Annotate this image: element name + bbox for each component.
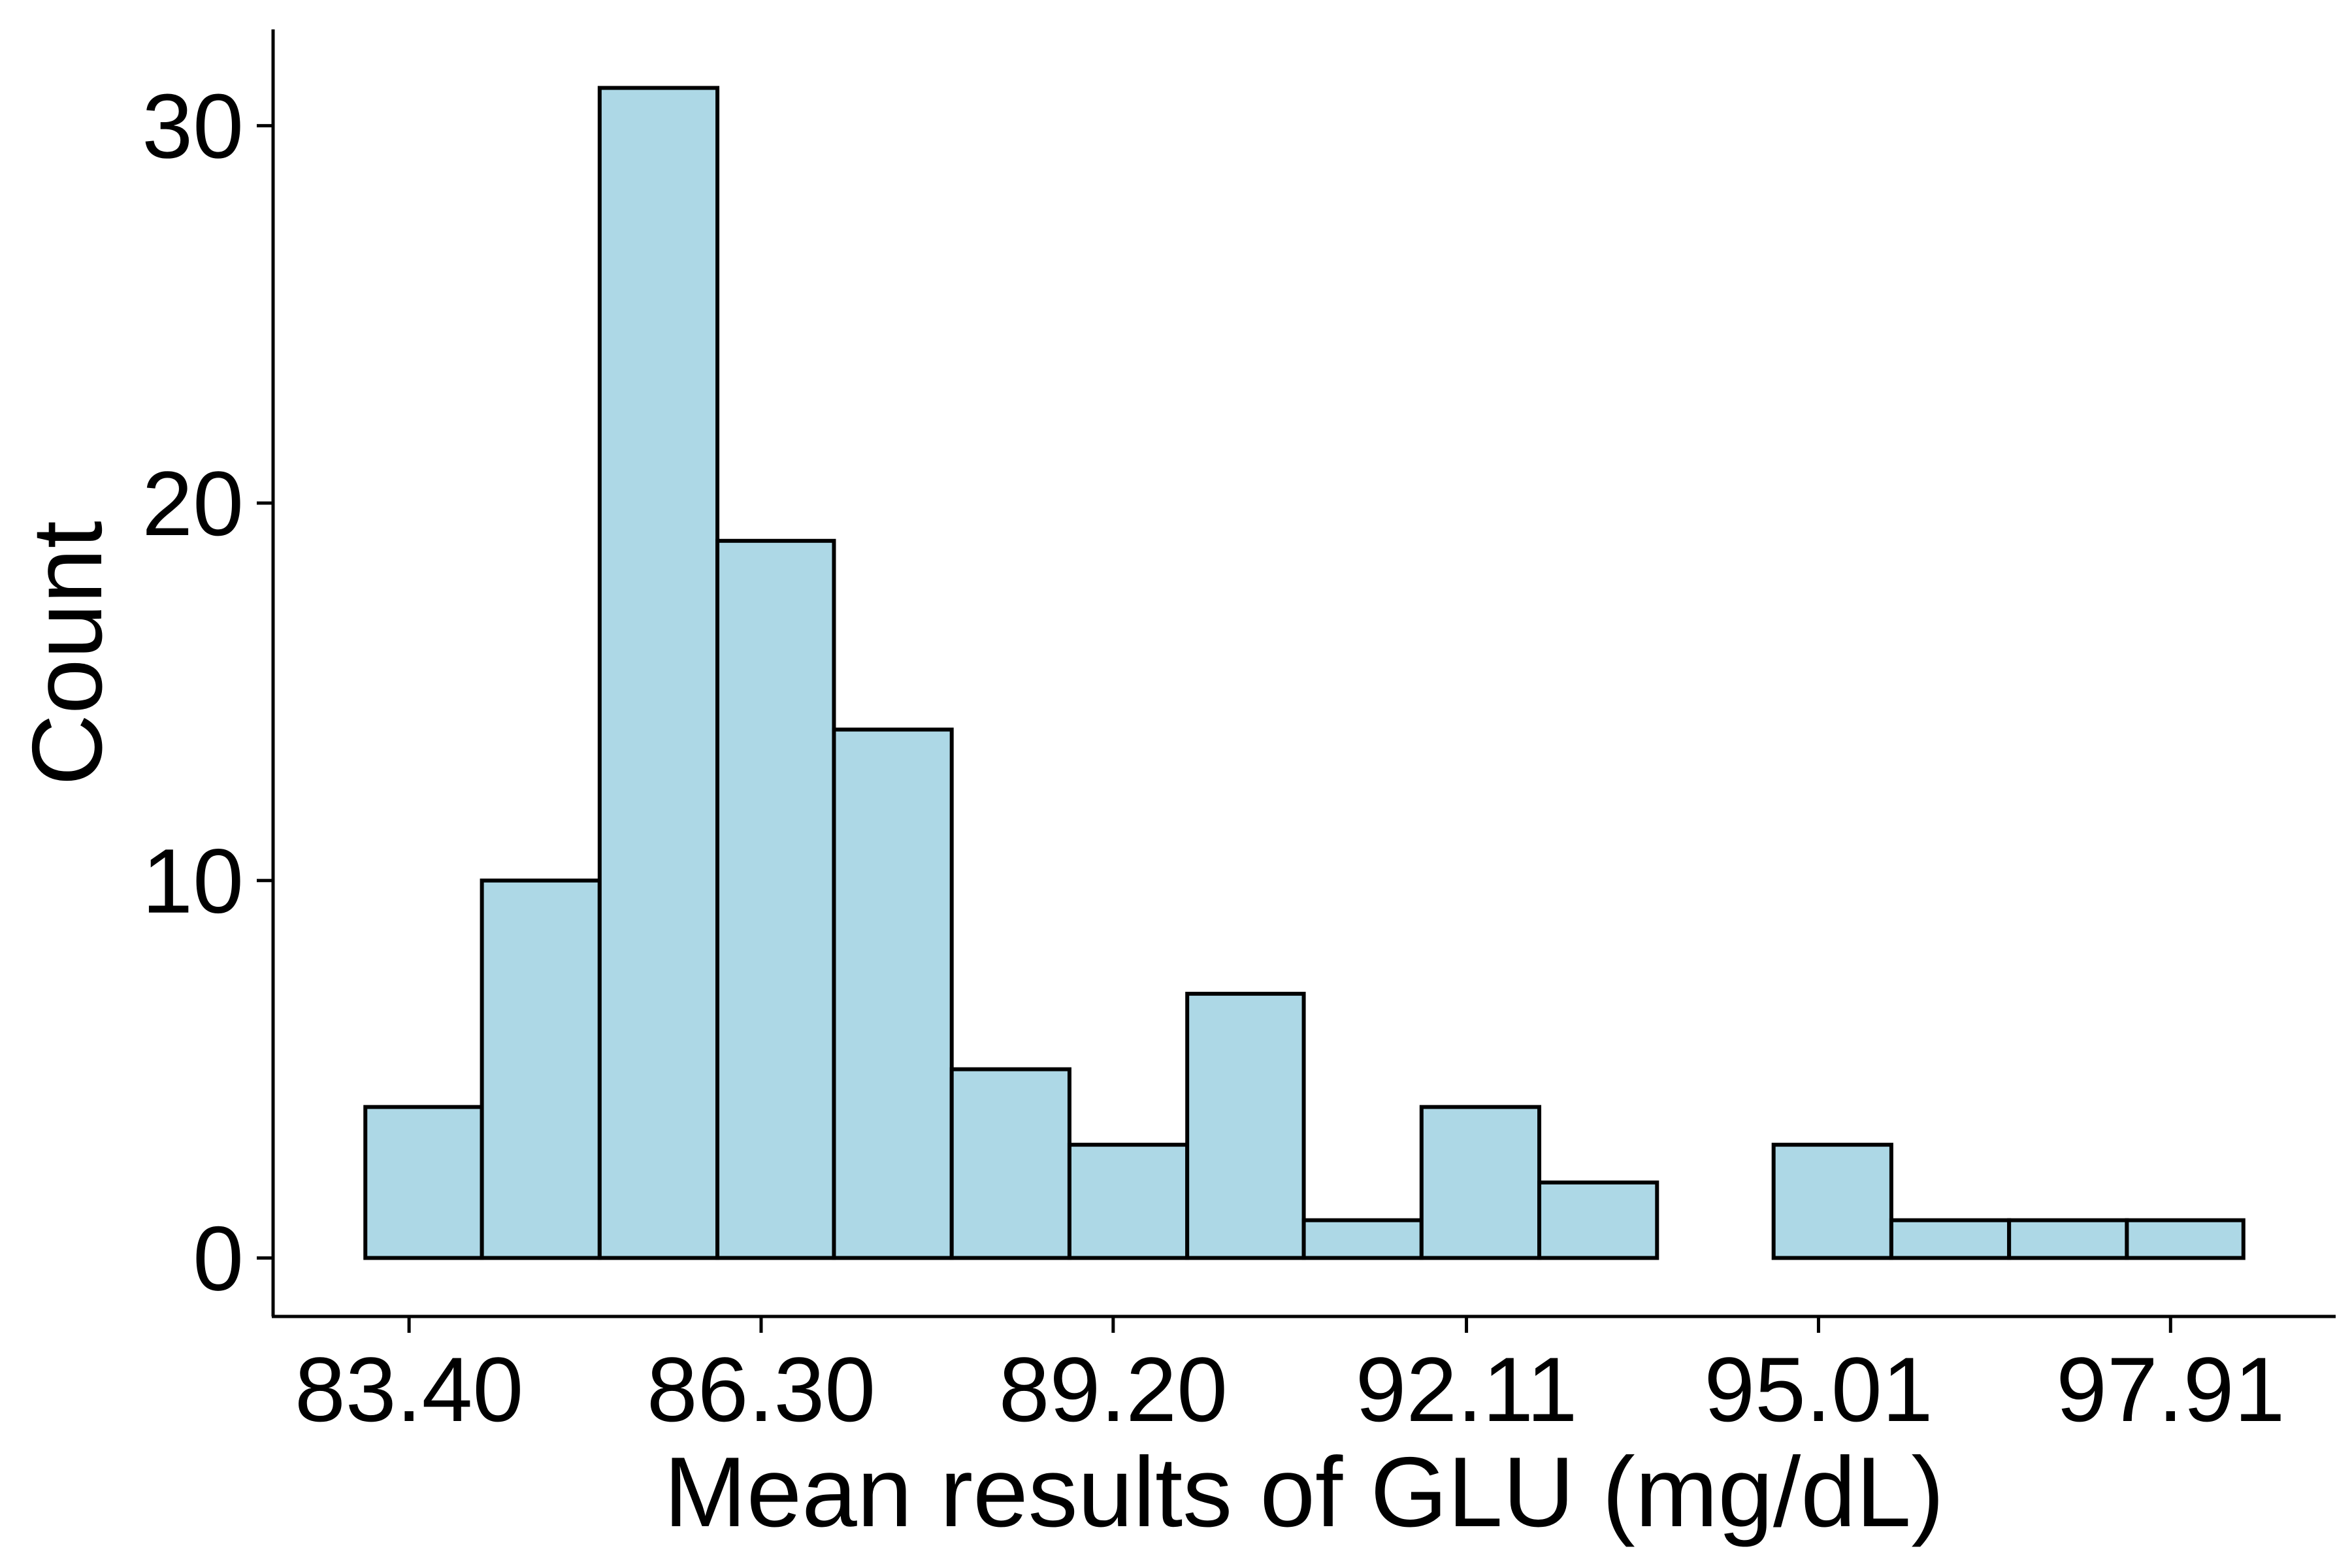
- x-tick-label: 86.30: [647, 1338, 875, 1441]
- histogram-bar-13: [1771, 1143, 1893, 1260]
- axes-group: [271, 29, 2336, 1318]
- histogram-bar-5: [832, 727, 954, 1260]
- histogram-bar-11: [1537, 1180, 1659, 1260]
- y-tick-label: 30: [142, 74, 244, 177]
- x-tick-label: 97.91: [2056, 1338, 2285, 1441]
- histogram-bar-6: [949, 1067, 1071, 1260]
- x-axis-title: Mean results of GLU (mg/dL): [664, 1437, 1944, 1548]
- y-axis-title: Count: [12, 521, 123, 786]
- histogram-bar-9: [1301, 1218, 1424, 1260]
- histogram-bar-16: [2125, 1218, 2246, 1260]
- histogram-bar-7: [1067, 1143, 1190, 1260]
- histogram-bar-1: [363, 1105, 484, 1260]
- histogram-bar-3: [597, 86, 720, 1260]
- x-tick-label: 83.40: [295, 1338, 523, 1441]
- histogram-bar-15: [2007, 1218, 2129, 1260]
- x-tick-label: 89.20: [999, 1338, 1228, 1441]
- y-tick-label: 0: [193, 1207, 244, 1309]
- y-tick-label: 10: [142, 830, 244, 932]
- y-tick-label: 20: [142, 452, 244, 555]
- y-ticks-group: 0 10 20 30: [142, 74, 273, 1309]
- histogram-bar-8: [1185, 992, 1306, 1260]
- x-tick-label: 92.11: [1356, 1338, 1578, 1441]
- bars-group: [363, 86, 2246, 1260]
- x-tick-label: 95.01: [1704, 1338, 1933, 1441]
- histogram-bar-4: [715, 538, 836, 1260]
- x-ticks-group: 83.40 86.30 89.20 92.11 95.01 97.91: [295, 1316, 2285, 1441]
- histogram-bar-2: [480, 878, 602, 1260]
- histogram-bar-14: [1889, 1218, 2012, 1260]
- histogram-bar-10: [1419, 1105, 1542, 1260]
